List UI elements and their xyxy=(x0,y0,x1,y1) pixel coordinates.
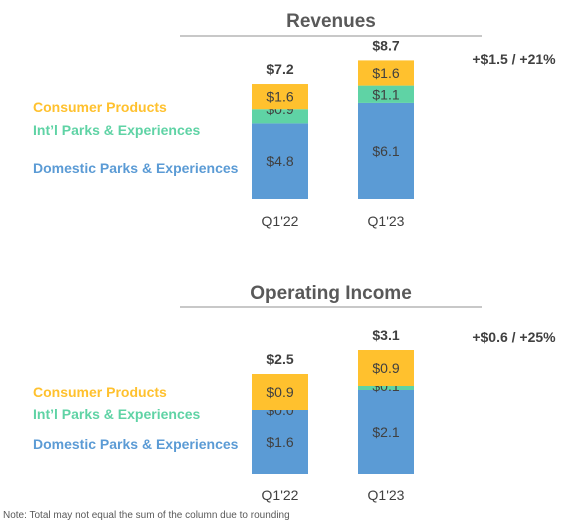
total-label-q122: $2.5 xyxy=(266,351,293,367)
total-label-q123: $3.1 xyxy=(372,327,399,343)
change-label: +$1.5 / +21% xyxy=(472,51,556,67)
bar-segment-intl-parks-and-experiences-q122 xyxy=(252,109,308,124)
data-label-consumer-products-q122: $0.9 xyxy=(266,384,293,400)
data-label-domestic-parks-and-experiences-q123: $6.1 xyxy=(372,143,399,159)
bar-segment-intl-parks-and-experiences-q123 xyxy=(358,386,414,390)
bar-segment-intl-parks-and-experiences-q123 xyxy=(358,85,414,103)
revenues-chart: Revenues+$1.5 / +21%$4.8$0.9$1.6$7.2Q1'2… xyxy=(33,11,556,229)
data-label-intl-parks-and-experiences-q123: $1.1 xyxy=(372,86,399,102)
bar-segment-domestic-parks-and-experiences-q123 xyxy=(358,390,414,474)
legend-domestic-parks-and-experiences: Domestic Parks & Experiences xyxy=(33,160,239,176)
operating-income-chart: Operating Income+$0.6 / +25%$1.6$0.0$0.9… xyxy=(33,283,556,503)
chart-title: Operating Income xyxy=(250,283,412,304)
total-label-q122: $7.2 xyxy=(266,61,293,77)
legend-consumer-products: Consumer Products xyxy=(33,99,167,115)
bar-segment-consumer-products-q123 xyxy=(358,350,414,386)
x-tick-label: Q1'23 xyxy=(368,487,405,503)
data-label-consumer-products-q123: $1.6 xyxy=(372,65,399,81)
bar-segment-domestic-parks-and-experiences-q123 xyxy=(358,102,414,199)
total-label-q123: $8.7 xyxy=(372,37,399,53)
data-label-domestic-parks-and-experiences-q122: $1.6 xyxy=(266,434,293,450)
bar-segment-domestic-parks-and-experiences-q122 xyxy=(252,123,308,199)
footnote: Note: Total may not equal the sum of the… xyxy=(3,510,290,521)
chart-title: Revenues xyxy=(286,11,376,32)
bar-segment-consumer-products-q122 xyxy=(252,374,308,410)
legend-consumer-products: Consumer Products xyxy=(33,384,167,400)
legend-intl-parks-and-experiences: Int’l Parks & Experiences xyxy=(33,406,201,422)
bar-segment-consumer-products-q122 xyxy=(252,84,308,110)
change-label: +$0.6 / +25% xyxy=(472,329,556,345)
legend-intl-parks-and-experiences: Int’l Parks & Experiences xyxy=(33,122,201,138)
x-tick-label: Q1'23 xyxy=(368,213,405,229)
data-label-consumer-products-q122: $1.6 xyxy=(266,89,293,105)
data-label-domestic-parks-and-experiences-q122: $4.8 xyxy=(266,153,293,169)
bar-segment-consumer-products-q123 xyxy=(358,60,414,86)
bar-segment-domestic-parks-and-experiences-q122 xyxy=(252,410,308,474)
x-tick-label: Q1'22 xyxy=(262,487,299,503)
x-tick-label: Q1'22 xyxy=(262,213,299,229)
legend-domestic-parks-and-experiences: Domestic Parks & Experiences xyxy=(33,436,239,452)
data-label-domestic-parks-and-experiences-q123: $2.1 xyxy=(372,424,399,440)
data-label-consumer-products-q123: $0.9 xyxy=(372,360,399,376)
